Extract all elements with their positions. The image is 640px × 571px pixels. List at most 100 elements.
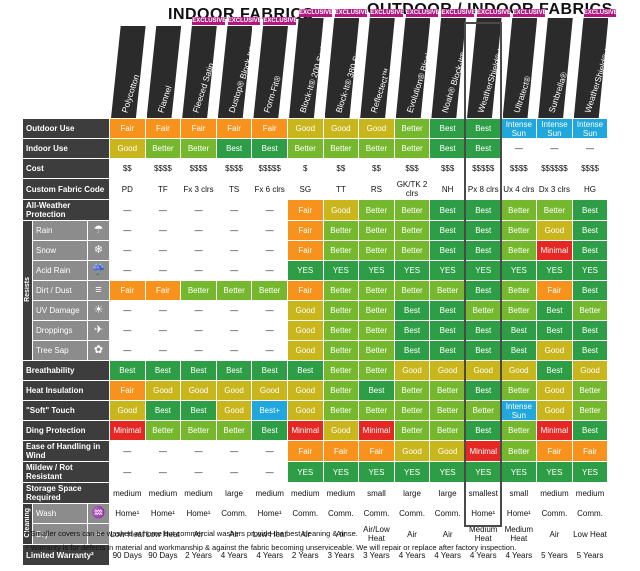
row-icon: ✿ bbox=[87, 340, 110, 361]
rating-cell: Best bbox=[536, 300, 573, 321]
rating-cell: Good bbox=[215, 400, 253, 421]
rating-cell: YES bbox=[429, 260, 466, 281]
rating-cell: — bbox=[144, 240, 182, 261]
rating-cell: Better bbox=[393, 420, 431, 441]
rating-cell: Good bbox=[322, 118, 360, 139]
sub-row-label: Dry bbox=[32, 523, 88, 545]
rating-cell: Better bbox=[393, 118, 431, 139]
rating-cell: — bbox=[251, 461, 288, 483]
rating-cell: Best bbox=[429, 340, 466, 361]
rating-cell: Good bbox=[429, 360, 466, 381]
rating-cell: — bbox=[251, 340, 288, 361]
rating-cell: YES bbox=[571, 260, 609, 281]
rating-cell: Better bbox=[322, 340, 360, 361]
rating-cell: Better bbox=[358, 280, 395, 301]
rating-cell: PD bbox=[109, 178, 146, 200]
rating-cell: RS bbox=[358, 178, 395, 200]
rating-cell: Air bbox=[393, 523, 431, 545]
rating-cell: small bbox=[500, 482, 538, 504]
rating-cell: Intense Sun bbox=[500, 400, 538, 421]
rating-cell: Fair bbox=[144, 118, 182, 139]
table-row: "Soft" Touch Good Best Best Good Best+ Good Bet… bbox=[22, 400, 609, 421]
exclusive-badge: EXCLUSIVE bbox=[477, 9, 512, 17]
rating-cell: $$ bbox=[358, 158, 395, 179]
rating-cell: Fair bbox=[109, 118, 146, 139]
rating-cell: Best bbox=[251, 360, 288, 381]
rating-cell: — bbox=[180, 240, 217, 261]
row-label: Ease of Handling in Wind bbox=[22, 440, 110, 462]
rating-cell: Air bbox=[536, 523, 573, 545]
rating-cell: Fx 6 clrs bbox=[251, 178, 288, 200]
rating-cell: $$$ bbox=[393, 158, 431, 179]
rating-cell: Intense Sun bbox=[536, 118, 573, 139]
rating-cell: Better bbox=[571, 400, 609, 421]
rating-cell: Better bbox=[393, 380, 431, 401]
rating-cell: Better bbox=[393, 240, 431, 261]
row-icon: ☀ bbox=[87, 300, 110, 321]
rating-cell: — bbox=[536, 138, 573, 159]
rating-cell: Better bbox=[322, 240, 360, 261]
rating-cell: Home¹ bbox=[144, 503, 182, 524]
sub-row-label: Acid Rain bbox=[32, 260, 88, 281]
rating-cell: Best bbox=[429, 220, 466, 241]
rating-cell: Ux 4 clrs bbox=[500, 178, 538, 200]
rating-cell: Best bbox=[500, 320, 538, 341]
table-row: Droppings ✈ — — — — — Good Better Better Best Best B… bbox=[23, 320, 609, 341]
rating-cell: Better bbox=[536, 199, 573, 221]
sub-row-label: Droppings bbox=[32, 320, 88, 341]
rating-cell: Low Heat bbox=[251, 523, 288, 545]
rating-cell: Best bbox=[464, 138, 502, 159]
rating-cell: 4 Years bbox=[251, 544, 288, 566]
rating-cell: Better bbox=[358, 199, 395, 221]
rating-cell: — bbox=[251, 320, 288, 341]
rating-cell: large bbox=[215, 482, 253, 504]
rating-cell: YES bbox=[358, 260, 395, 281]
rating-cell: $$$$$ bbox=[464, 158, 502, 179]
rating-cell: Best bbox=[464, 240, 502, 261]
rating-cell: Better bbox=[429, 280, 466, 301]
rating-cell: Better bbox=[393, 280, 431, 301]
rating-cell: 90 Days bbox=[144, 544, 182, 566]
rating-cell: $$ bbox=[109, 158, 146, 179]
rating-cell: Good bbox=[536, 220, 573, 241]
rating-cell: 4 Years bbox=[393, 544, 431, 566]
rating-cell: 3 Years bbox=[358, 544, 395, 566]
rating-cell: Better bbox=[358, 340, 395, 361]
rating-cell: Better bbox=[571, 300, 609, 321]
rating-cell: Fair bbox=[536, 280, 573, 301]
rating-cell: — bbox=[144, 260, 182, 281]
rating-cell: Better bbox=[500, 420, 538, 441]
rating-cell: YES bbox=[536, 260, 573, 281]
rating-cell: YES bbox=[358, 461, 395, 483]
rating-cell: Home¹ bbox=[251, 503, 288, 524]
rating-cell: — bbox=[109, 199, 146, 221]
rating-cell: Comm. bbox=[215, 503, 253, 524]
rating-cell: Better bbox=[429, 420, 466, 441]
rating-cell: — bbox=[180, 220, 217, 241]
rating-cell: — bbox=[109, 440, 146, 462]
rating-cell: Fair bbox=[286, 280, 324, 301]
rating-cell: — bbox=[144, 320, 182, 341]
rating-cell: HG bbox=[571, 178, 609, 200]
rating-cell: Best bbox=[464, 420, 502, 441]
rating-cell: Better bbox=[500, 220, 538, 241]
rating-cell: Best bbox=[464, 220, 502, 241]
rating-cell: Best+ bbox=[251, 400, 288, 421]
row-label: Limited Warranty² bbox=[22, 544, 110, 566]
rating-cell: Good bbox=[536, 380, 573, 401]
rating-cell: Best bbox=[571, 340, 609, 361]
rating-cell: Better bbox=[500, 199, 538, 221]
exclusive-badge: EXCLUSIVE bbox=[227, 17, 262, 25]
rating-cell: Best bbox=[215, 360, 253, 381]
rating-cell: — bbox=[571, 138, 609, 159]
rating-cell: YES bbox=[536, 461, 573, 483]
rating-cell: Best bbox=[429, 320, 466, 341]
rating-cell: Minimal bbox=[358, 420, 395, 441]
rating-cell: Better bbox=[500, 300, 538, 321]
table-row: Acid Rain ☔ — — — — — YES YES YES YES YES YES YES YES Y… bbox=[23, 260, 609, 281]
table-row: Outdoor Use Fair Fair Fair Fair Fair Good Good G… bbox=[22, 118, 609, 139]
rating-cell: medium bbox=[144, 482, 182, 504]
rating-cell: Comm. bbox=[393, 503, 431, 524]
row-label: Ding Protection bbox=[22, 420, 110, 441]
rating-cell: Minimal bbox=[286, 420, 324, 441]
